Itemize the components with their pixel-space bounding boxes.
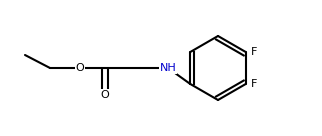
Text: O: O [76,63,84,73]
Text: F: F [251,79,257,89]
Text: O: O [100,90,109,100]
Text: NH: NH [160,63,176,73]
Text: F: F [251,47,257,57]
